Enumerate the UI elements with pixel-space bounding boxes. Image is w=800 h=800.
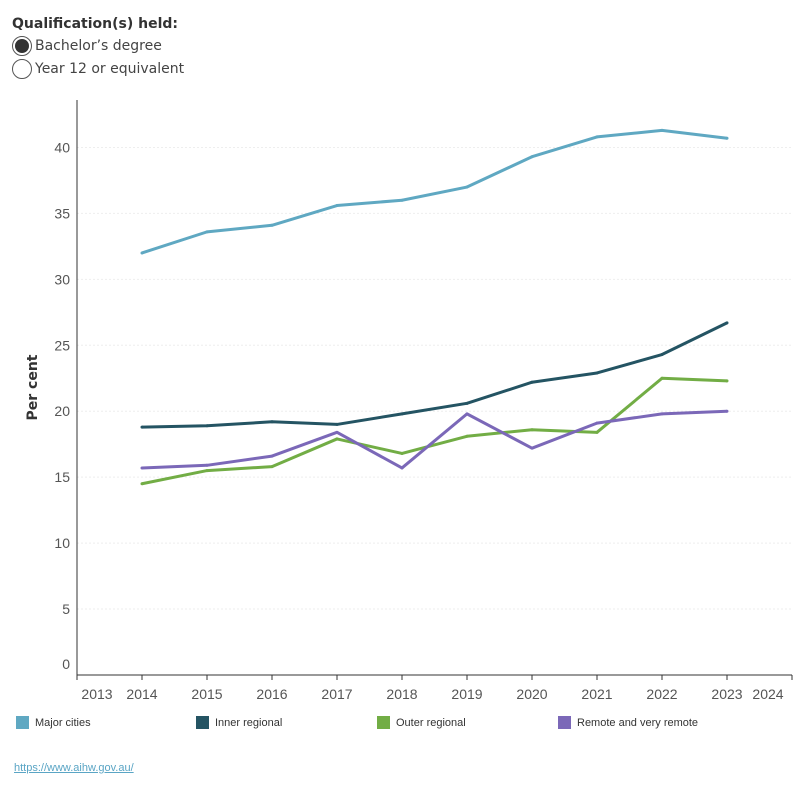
data-point xyxy=(400,198,404,202)
legend: Major cities Inner regional Outer region… xyxy=(16,716,796,732)
legend-item-inner-regional[interactable]: Inner regional xyxy=(196,716,282,729)
y-tick-label: 5 xyxy=(62,601,70,617)
data-point xyxy=(465,185,469,189)
data-point xyxy=(530,428,534,432)
data-point xyxy=(400,412,404,416)
data-point xyxy=(660,353,664,357)
y-tick-label: 20 xyxy=(54,403,70,419)
x-tick-label: 2023 xyxy=(711,686,742,702)
data-point xyxy=(660,128,664,132)
x-tick-label: 2022 xyxy=(646,686,677,702)
data-point xyxy=(140,482,144,486)
radio-year-12[interactable]: Year 12 or equivalent xyxy=(12,59,184,79)
filter-title: Qualification(s) held: xyxy=(12,16,178,32)
series-line-remote-and-very-remote xyxy=(141,409,728,470)
data-point xyxy=(205,230,209,234)
data-point xyxy=(725,409,729,413)
data-point xyxy=(270,465,274,469)
data-point xyxy=(595,371,599,375)
data-point xyxy=(660,412,664,416)
y-tick-label: 35 xyxy=(54,205,70,221)
data-point xyxy=(140,466,144,470)
series-line-major-cities xyxy=(141,128,728,255)
data-point xyxy=(400,466,404,470)
data-point xyxy=(725,136,729,140)
aihw-link[interactable]: https://www.aihw.gov.au/ xyxy=(14,762,134,774)
x-tick-label: 2018 xyxy=(386,686,417,702)
x-tick-label: 2016 xyxy=(256,686,287,702)
radio-unselected-icon[interactable] xyxy=(12,59,32,79)
x-tick-label: 2021 xyxy=(581,686,612,702)
y-axis-label: Per cent xyxy=(25,354,41,420)
data-point xyxy=(725,379,729,383)
x-tick-label: 2017 xyxy=(321,686,352,702)
x-tick-label: 2013 xyxy=(81,686,112,702)
data-point xyxy=(530,446,534,450)
legend-label: Inner regional xyxy=(215,716,283,729)
data-point xyxy=(335,422,339,426)
x-tick-label: 2019 xyxy=(451,686,482,702)
line-chart: 0 5 10 15 20 25 30 35 40 2013 2014 2015 2016 2017 2018… xyxy=(25,100,793,702)
legend-label: Remote and very remote xyxy=(577,716,699,729)
data-point xyxy=(660,376,664,380)
data-point xyxy=(595,421,599,425)
legend-swatch xyxy=(196,716,209,729)
y-tick-label: 30 xyxy=(54,271,70,287)
data-point xyxy=(530,380,534,384)
data-point xyxy=(335,204,339,208)
data-point xyxy=(270,454,274,458)
data-point xyxy=(530,155,534,159)
y-tick-label: 15 xyxy=(54,469,70,485)
radio-label: Bachelor’s degree xyxy=(35,38,162,54)
y-tick-label: 10 xyxy=(54,535,70,551)
legend-swatch xyxy=(377,716,390,729)
data-point xyxy=(140,251,144,255)
x-tick-label: 2014 xyxy=(126,686,157,702)
data-point xyxy=(465,401,469,405)
legend-swatch xyxy=(16,716,29,729)
legend-item-major-cities[interactable]: Major cities xyxy=(16,716,91,729)
x-tick-label: 2015 xyxy=(191,686,222,702)
legend-swatch xyxy=(558,716,571,729)
data-point xyxy=(335,437,339,441)
data-point xyxy=(205,463,209,467)
data-point xyxy=(270,223,274,227)
legend-label: Outer regional xyxy=(396,716,466,729)
data-point xyxy=(400,451,404,455)
data-point xyxy=(205,424,209,428)
data-point xyxy=(595,135,599,139)
data-point xyxy=(595,430,599,434)
y-tick-label: 40 xyxy=(54,139,70,155)
series-line-inner-regional xyxy=(141,321,728,429)
data-point xyxy=(465,412,469,416)
y-tick-label: 25 xyxy=(54,337,70,353)
radio-selected-icon[interactable] xyxy=(12,36,32,56)
data-point xyxy=(205,469,209,473)
x-tick-label: 2020 xyxy=(516,686,547,702)
legend-item-remote[interactable]: Remote and very remote xyxy=(558,716,698,729)
legend-label: Major cities xyxy=(35,716,91,729)
series-line-outer-regional xyxy=(141,376,728,486)
data-point xyxy=(140,425,144,429)
radio-label: Year 12 or equivalent xyxy=(35,61,185,77)
data-point xyxy=(725,321,729,325)
legend-item-outer-regional[interactable]: Outer regional xyxy=(377,716,466,729)
data-point xyxy=(335,430,339,434)
data-point xyxy=(270,420,274,424)
radio-bachelors-degree[interactable]: Bachelor’s degree xyxy=(12,36,162,56)
data-point xyxy=(465,434,469,438)
y-tick-label: 0 xyxy=(62,656,70,672)
x-tick-label: 2024 xyxy=(752,686,783,702)
